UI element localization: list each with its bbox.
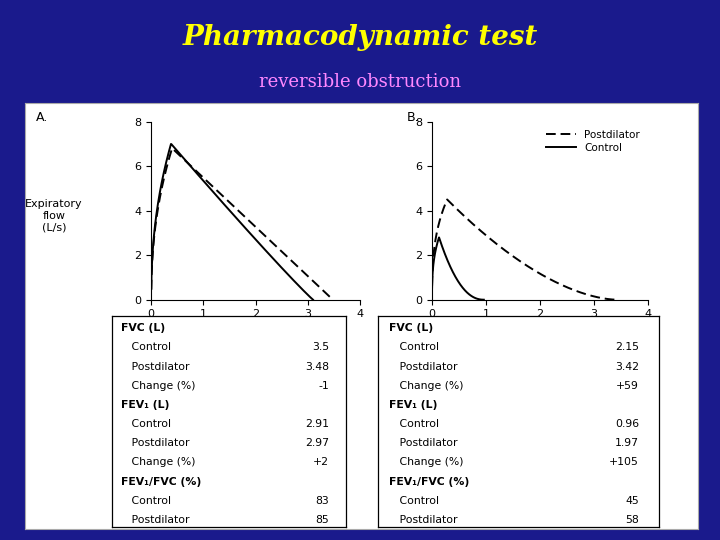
Text: +59: +59	[616, 381, 639, 391]
Text: FEV₁ (L): FEV₁ (L)	[121, 400, 169, 410]
Text: Control: Control	[121, 419, 171, 429]
Text: 3.42: 3.42	[615, 362, 639, 372]
Text: 85: 85	[315, 515, 329, 525]
Text: Postdilator: Postdilator	[121, 515, 189, 525]
Text: reversible obstruction: reversible obstruction	[259, 73, 461, 91]
Text: Control: Control	[390, 419, 439, 429]
Text: Change (%): Change (%)	[390, 457, 464, 467]
X-axis label: Volume (L): Volume (L)	[224, 325, 287, 338]
Text: Change (%): Change (%)	[121, 457, 195, 467]
Text: Change (%): Change (%)	[121, 381, 195, 391]
Text: 2.15: 2.15	[615, 342, 639, 353]
Text: FEV₁/FVC (%): FEV₁/FVC (%)	[390, 476, 469, 487]
Legend: Postdilator, Control: Postdilator, Control	[544, 127, 643, 156]
Text: 3.48: 3.48	[305, 362, 329, 372]
Text: 58: 58	[626, 515, 639, 525]
Text: B.: B.	[407, 111, 420, 124]
Text: Pharmacodynamic test: Pharmacodynamic test	[182, 24, 538, 51]
Text: -1: -1	[318, 381, 329, 391]
Text: A.: A.	[36, 111, 48, 124]
Text: FVC (L): FVC (L)	[390, 323, 433, 333]
Text: Control: Control	[390, 496, 439, 505]
Text: 83: 83	[315, 496, 329, 505]
Text: Control: Control	[121, 496, 171, 505]
Text: Postdilator: Postdilator	[390, 362, 458, 372]
Text: Expiratory
flow
(L/s): Expiratory flow (L/s)	[25, 199, 83, 233]
X-axis label: Volume (L): Volume (L)	[508, 325, 572, 338]
Text: FEV₁/FVC (%): FEV₁/FVC (%)	[121, 476, 201, 487]
Text: Postdilator: Postdilator	[121, 362, 189, 372]
Text: Postdilator: Postdilator	[390, 515, 458, 525]
Text: 3.5: 3.5	[312, 342, 329, 353]
Text: FVC (L): FVC (L)	[121, 323, 165, 333]
Text: Postdilator: Postdilator	[121, 438, 189, 448]
Text: Change (%): Change (%)	[390, 381, 464, 391]
Text: +105: +105	[609, 457, 639, 467]
Text: Control: Control	[121, 342, 171, 353]
Text: 45: 45	[626, 496, 639, 505]
Text: 1.97: 1.97	[615, 438, 639, 448]
Text: 2.97: 2.97	[305, 438, 329, 448]
Text: FEV₁ (L): FEV₁ (L)	[390, 400, 438, 410]
Text: 2.91: 2.91	[305, 419, 329, 429]
Text: Postdilator: Postdilator	[390, 438, 458, 448]
Text: 0.96: 0.96	[615, 419, 639, 429]
Text: +2: +2	[313, 457, 329, 467]
Text: Control: Control	[390, 342, 439, 353]
